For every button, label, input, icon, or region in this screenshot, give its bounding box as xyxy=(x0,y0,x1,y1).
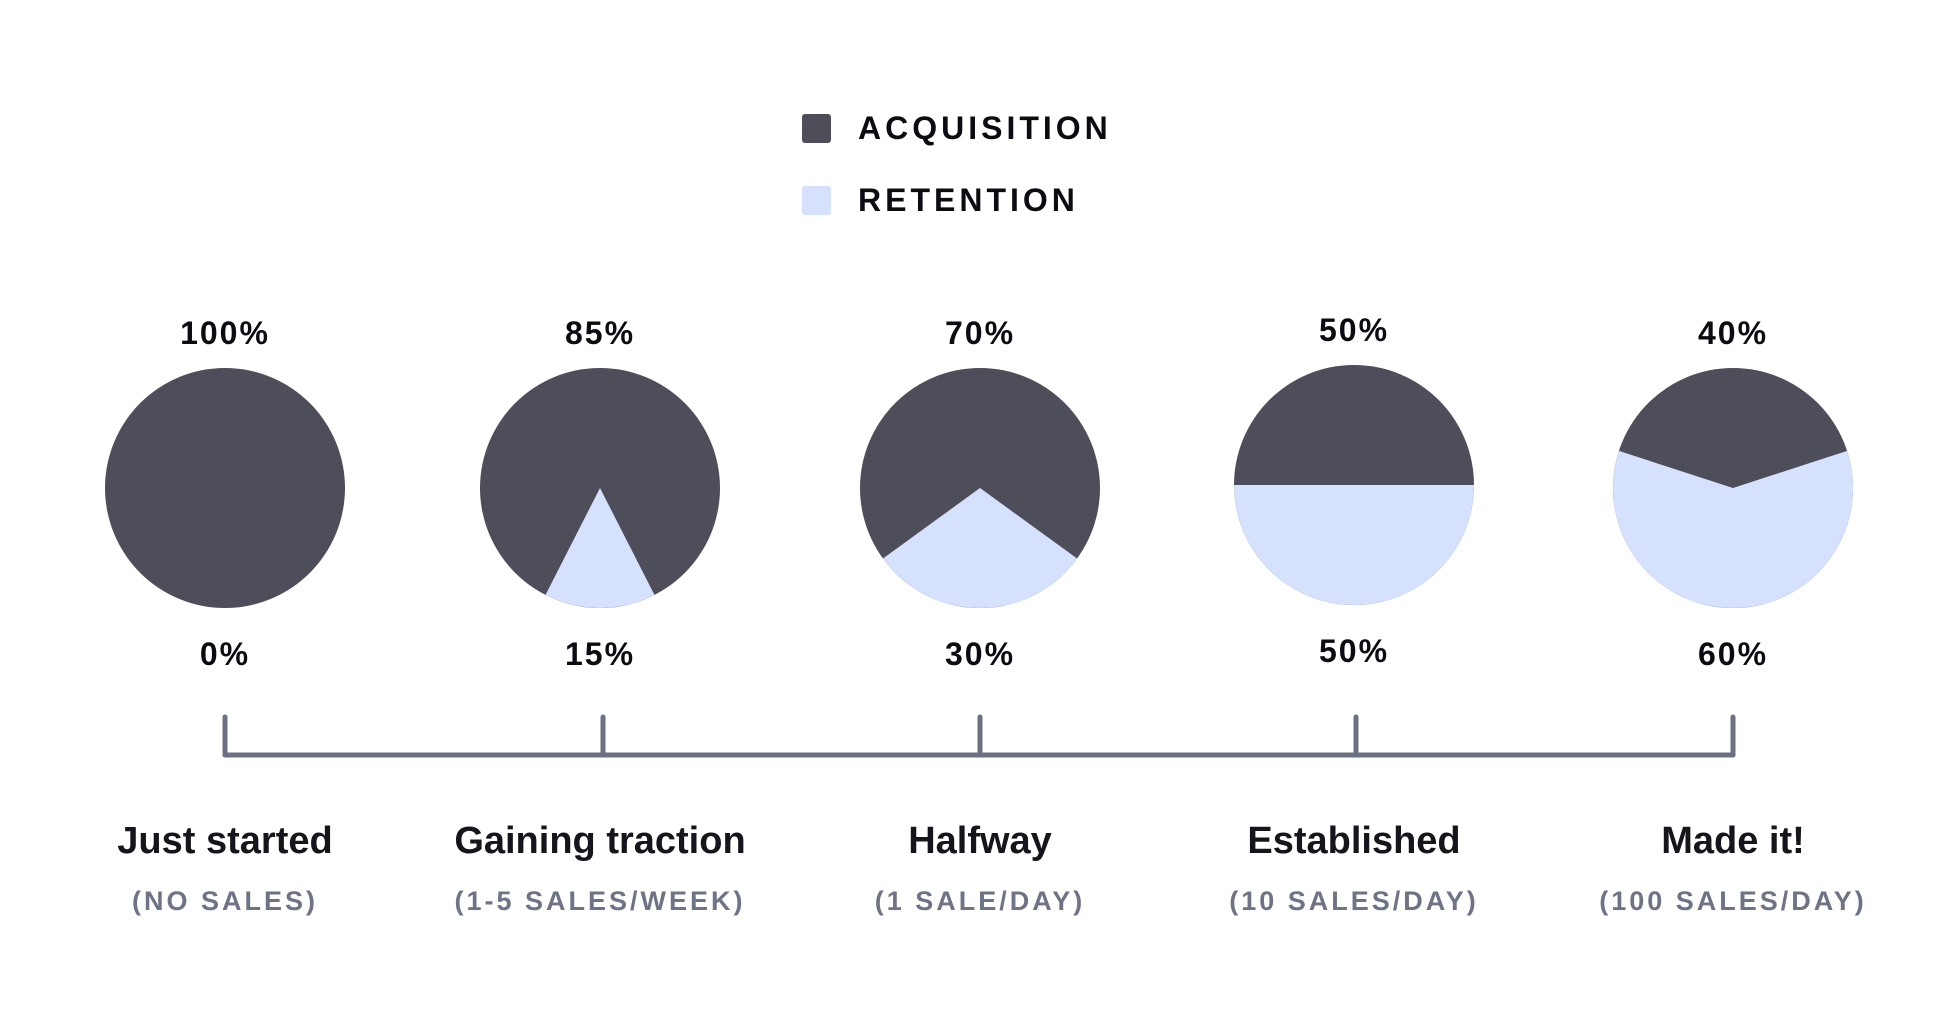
legend-label: ACQUISITION xyxy=(858,109,1112,146)
legend-item-retention: RETENTION xyxy=(802,182,1112,218)
pie-chart xyxy=(1234,365,1474,605)
acquisition-percent: 100% xyxy=(180,315,270,351)
acquisition-percent: 50% xyxy=(1318,312,1390,348)
retention-swatch-icon xyxy=(802,185,831,215)
legend: ACQUISITION RETENTION xyxy=(802,110,1112,254)
stage-subtitle: (10 SALES/DAY) xyxy=(1229,886,1479,916)
stage-subtitle: (1 SALE/DAY) xyxy=(874,886,1086,916)
retention-percent: 60% xyxy=(1697,636,1769,672)
retention-percent: 0% xyxy=(199,636,251,672)
pie-chart xyxy=(105,368,345,608)
stage-subtitle: (1-5 SALES/WEEK) xyxy=(454,886,746,916)
stage-title: Just started xyxy=(117,820,333,862)
stage-title: Established xyxy=(1247,820,1461,862)
stage-title: Made it! xyxy=(1661,820,1805,862)
retention-slice xyxy=(1234,485,1474,605)
retention-slice xyxy=(1613,450,1853,608)
pie-chart xyxy=(860,368,1100,608)
retention-percent: 50% xyxy=(1318,633,1390,669)
stage-subtitle: (NO SALES) xyxy=(131,886,318,916)
acquisition-percent: 40% xyxy=(1697,315,1769,351)
stage-subtitle: (100 SALES/DAY) xyxy=(1599,886,1867,916)
legend-item-acquisition: ACQUISITION xyxy=(802,110,1112,146)
acquisition-slice xyxy=(105,368,345,608)
legend-label: RETENTION xyxy=(858,181,1079,218)
retention-percent: 15% xyxy=(564,636,636,672)
pie-chart xyxy=(1613,368,1853,608)
acquisition-percent: 70% xyxy=(944,315,1016,351)
retention-percent: 30% xyxy=(944,636,1016,672)
retention-slice xyxy=(882,488,1078,608)
stage-title: Halfway xyxy=(908,820,1052,862)
pie-chart xyxy=(480,368,720,608)
retention-slice xyxy=(545,488,655,608)
acquisition-percent: 85% xyxy=(564,315,636,351)
stage-title: Gaining traction xyxy=(454,820,746,862)
acquisition-swatch-icon xyxy=(802,113,831,143)
